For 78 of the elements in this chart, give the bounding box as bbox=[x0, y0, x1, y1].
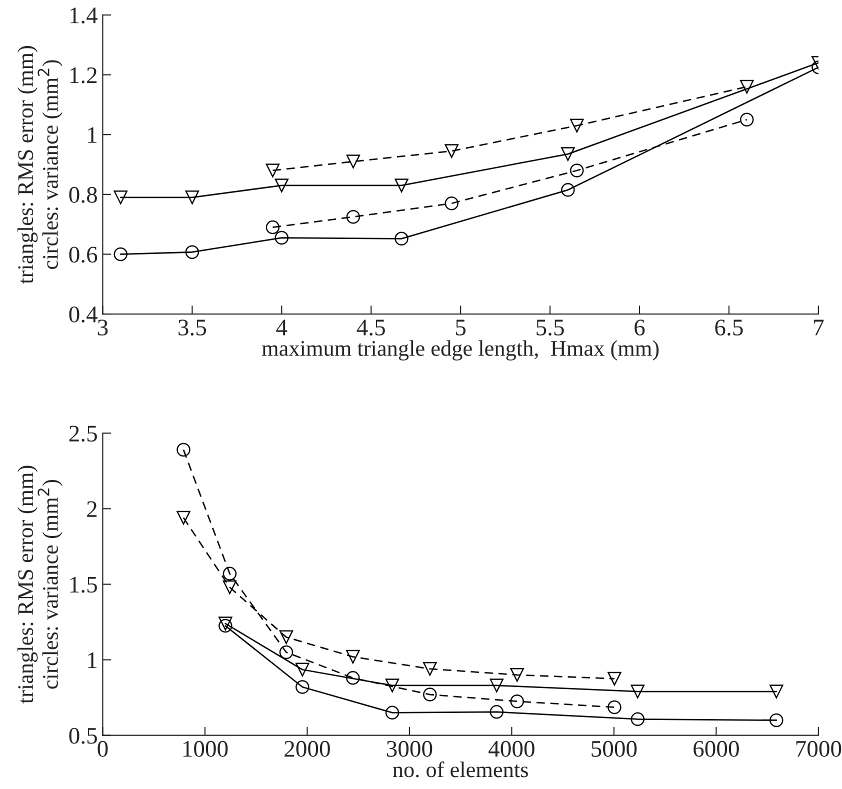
point bbox=[346, 650, 360, 664]
x-tick-label: 4 bbox=[276, 320, 288, 336]
point bbox=[490, 678, 504, 692]
point bbox=[274, 230, 289, 245]
point bbox=[222, 580, 237, 594]
y-tick-label: 0.8 bbox=[69, 186, 97, 203]
point bbox=[740, 112, 754, 127]
x-axis-title: no. of elements bbox=[392, 761, 528, 778]
y-axis-title: triangles: RMS error (mm) circles: variance (mm$^{2}$) bbox=[17, 466, 62, 704]
y-tick-label: 2.5 bbox=[69, 426, 97, 442]
x-tick-label: 3.5 bbox=[178, 320, 206, 336]
x-tick-label: 1000 bbox=[183, 740, 228, 757]
point bbox=[630, 712, 645, 726]
y-tick-label: 1.2 bbox=[70, 67, 97, 84]
point bbox=[444, 144, 459, 158]
point bbox=[561, 183, 575, 197]
point bbox=[423, 662, 437, 676]
point bbox=[296, 680, 310, 694]
x-tick-label: 6.5 bbox=[715, 320, 743, 336]
point bbox=[346, 210, 360, 224]
point bbox=[770, 684, 784, 698]
point bbox=[444, 196, 459, 210]
point bbox=[561, 147, 575, 161]
point bbox=[218, 616, 232, 630]
x-tick-label: 2000 bbox=[284, 740, 330, 757]
x-tick-label: 5000 bbox=[592, 740, 637, 757]
y-tick-label: 0.6 bbox=[69, 246, 98, 263]
point bbox=[740, 80, 754, 94]
x-tick-label: 7000 bbox=[796, 740, 842, 757]
x-tick-label: 7 bbox=[814, 320, 824, 336]
point bbox=[346, 671, 360, 685]
point bbox=[346, 154, 360, 168]
point bbox=[114, 247, 128, 262]
point bbox=[510, 668, 524, 682]
point bbox=[185, 245, 200, 259]
point bbox=[608, 672, 622, 686]
point bbox=[185, 190, 200, 204]
point bbox=[608, 700, 622, 714]
point bbox=[279, 630, 294, 644]
point bbox=[385, 678, 400, 692]
x-tick-label: 3 bbox=[98, 320, 108, 336]
point bbox=[630, 684, 645, 698]
x-tick-label: 0 bbox=[98, 740, 108, 757]
x-tick-label: 4.5 bbox=[356, 320, 385, 336]
point bbox=[394, 178, 408, 192]
x-tick-label: 6 bbox=[634, 320, 645, 336]
point bbox=[274, 178, 289, 192]
y-tick-label: 1.4 bbox=[70, 8, 98, 24]
point bbox=[510, 694, 524, 708]
point bbox=[266, 164, 280, 178]
point bbox=[114, 190, 128, 204]
y-tick-label: 1 bbox=[88, 652, 96, 668]
y-tick-label: 1.5 bbox=[70, 576, 97, 593]
y-axis-title: triangles: RMS error (mm) circles: variance (mm$^{2}$) bbox=[17, 46, 62, 284]
point bbox=[570, 164, 584, 178]
x-axis-title: maximum triangle edge length, Hmax (mm) bbox=[262, 340, 659, 361]
y-tick-label: 0.5 bbox=[69, 728, 97, 744]
point bbox=[222, 566, 237, 581]
y-tick-label: 1 bbox=[88, 127, 96, 143]
point bbox=[279, 645, 294, 660]
y-tick-label: 2 bbox=[87, 501, 97, 517]
point bbox=[385, 706, 400, 720]
point bbox=[266, 220, 280, 234]
x-tick-label: 5.5 bbox=[536, 320, 564, 336]
x-tick-label: 4000 bbox=[488, 740, 534, 757]
point bbox=[570, 118, 584, 133]
point bbox=[218, 618, 232, 633]
point bbox=[490, 705, 504, 719]
point bbox=[423, 688, 437, 702]
point bbox=[770, 713, 784, 728]
y-tick-label: 0.4 bbox=[69, 306, 98, 323]
point bbox=[176, 442, 190, 457]
point bbox=[176, 510, 190, 525]
x-tick-label: 3000 bbox=[386, 740, 432, 757]
x-tick-label: 6000 bbox=[694, 740, 739, 757]
x-tick-label: 5 bbox=[456, 320, 466, 336]
point bbox=[394, 232, 408, 246]
point bbox=[296, 662, 310, 676]
